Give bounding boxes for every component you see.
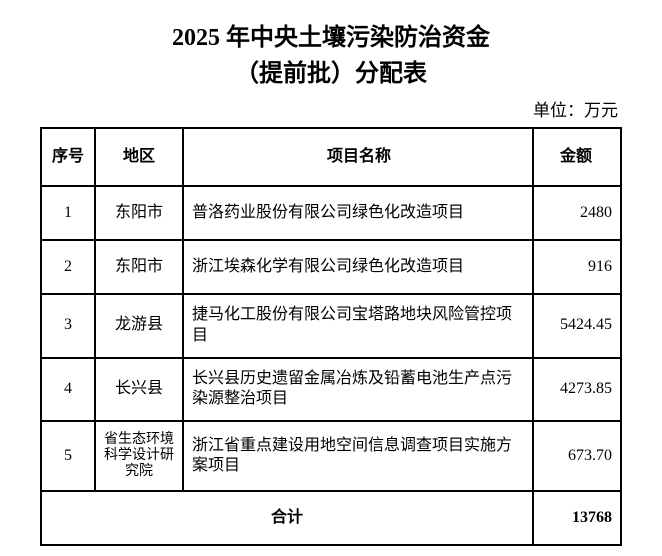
col-header-project: 项目名称	[183, 128, 533, 186]
title-line-2: （提前批）分配表	[40, 56, 622, 92]
document-title: 2025 年中央土壤污染防治资金 （提前批）分配表	[40, 20, 622, 92]
allocation-table: 序号 地区 项目名称 金额 1 东阳市 普洛药业股份有限公司绿色化改造项目 24…	[40, 127, 622, 546]
cell-amount: 2480	[533, 186, 621, 240]
cell-region: 龙游县	[95, 294, 183, 358]
cell-seq: 2	[41, 240, 95, 294]
title-line-1: 2025 年中央土壤污染防治资金	[40, 20, 622, 56]
cell-amount: 916	[533, 240, 621, 294]
table-row: 1 东阳市 普洛药业股份有限公司绿色化改造项目 2480	[41, 186, 621, 240]
col-header-seq: 序号	[41, 128, 95, 186]
cell-seq: 3	[41, 294, 95, 358]
cell-project: 长兴县历史遗留金属冶炼及铅蓄电池生产点污染源整治项目	[183, 358, 533, 422]
cell-project: 捷马化工股份有限公司宝塔路地块风险管控项目	[183, 294, 533, 358]
table-row: 5 省生态环境科学设计研究院 浙江省重点建设用地空间信息调查项目实施方案项目 6…	[41, 421, 621, 491]
total-label: 合计	[41, 491, 533, 545]
cell-amount: 5424.45	[533, 294, 621, 358]
cell-project: 普洛药业股份有限公司绿色化改造项目	[183, 186, 533, 240]
table-row: 3 龙游县 捷马化工股份有限公司宝塔路地块风险管控项目 5424.45	[41, 294, 621, 358]
table-total-row: 合计 13768	[41, 491, 621, 545]
cell-seq: 4	[41, 358, 95, 422]
table-row: 2 东阳市 浙江埃森化学有限公司绿色化改造项目 916	[41, 240, 621, 294]
cell-amount: 4273.85	[533, 358, 621, 422]
cell-seq: 5	[41, 421, 95, 491]
cell-region: 省生态环境科学设计研究院	[95, 421, 183, 491]
cell-seq: 1	[41, 186, 95, 240]
cell-project: 浙江省重点建设用地空间信息调查项目实施方案项目	[183, 421, 533, 491]
table-header-row: 序号 地区 项目名称 金额	[41, 128, 621, 186]
cell-region: 东阳市	[95, 186, 183, 240]
cell-amount: 673.70	[533, 421, 621, 491]
unit-label: 单位：万元	[40, 96, 622, 121]
cell-region: 东阳市	[95, 240, 183, 294]
cell-project: 浙江埃森化学有限公司绿色化改造项目	[183, 240, 533, 294]
table-row: 4 长兴县 长兴县历史遗留金属冶炼及铅蓄电池生产点污染源整治项目 4273.85	[41, 358, 621, 422]
cell-region: 长兴县	[95, 358, 183, 422]
total-amount: 13768	[533, 491, 621, 545]
col-header-amount: 金额	[533, 128, 621, 186]
col-header-region: 地区	[95, 128, 183, 186]
